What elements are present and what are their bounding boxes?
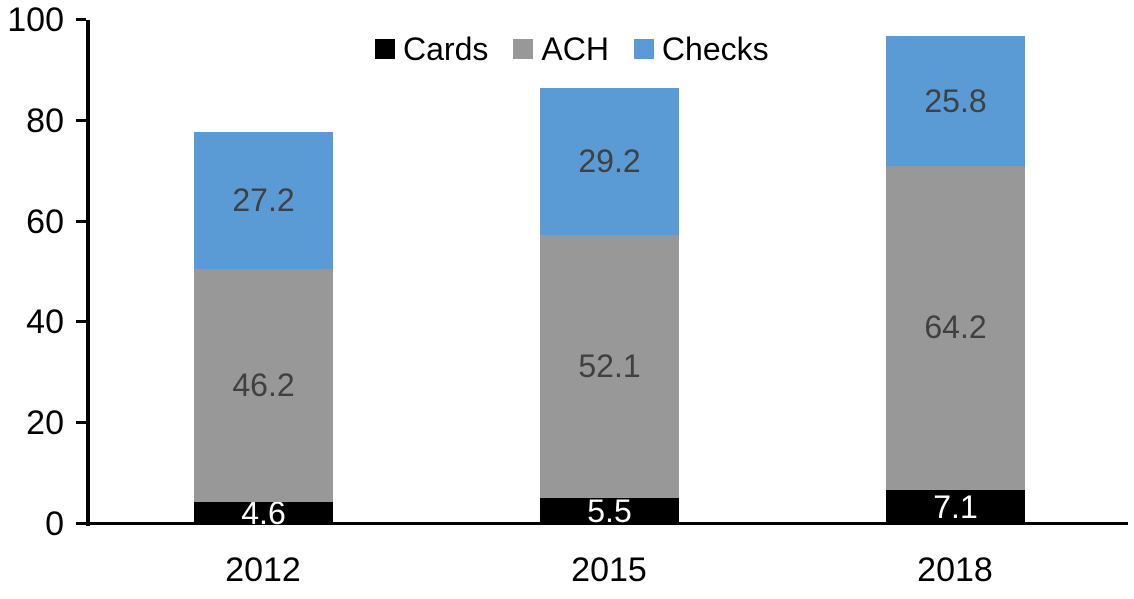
y-axis-tick	[76, 18, 86, 21]
y-axis-tick-label: 40	[26, 303, 64, 341]
bar-segment-checks-2015	[540, 88, 679, 235]
bar-segment-ach-2015	[540, 235, 679, 498]
y-axis-tick-label: 20	[26, 404, 64, 442]
bar-segment-cards-2012	[194, 502, 333, 525]
y-axis-tick	[76, 320, 86, 323]
bar-value-label: 7.1	[933, 489, 978, 525]
bar-segment-checks-2012	[194, 132, 333, 269]
y-axis-tick-label: 0	[45, 505, 64, 543]
y-axis-tick	[76, 119, 86, 122]
y-axis-tick	[76, 220, 86, 223]
bar-value-label: 5.5	[587, 493, 632, 529]
y-axis-tick	[76, 522, 86, 525]
checks-swatch-icon	[633, 39, 654, 59]
legend-label-ach: ACH	[541, 31, 609, 67]
bar-value-label: 52.1	[578, 348, 641, 384]
ach-swatch-icon	[513, 39, 534, 59]
x-axis-label-2015: 2015	[571, 551, 647, 589]
legend-item-cards[interactable]: Cards	[375, 33, 488, 65]
y-axis-tick-label: 60	[26, 203, 64, 241]
bar-segment-cards-2015	[540, 497, 679, 525]
y-axis-tick-label: 80	[26, 102, 64, 140]
legend-item-checks[interactable]: Checks	[633, 31, 769, 67]
x-axis-label-2018: 2018	[917, 551, 993, 589]
bar-segment-ach-2018	[886, 166, 1025, 490]
bar-value-label: 4.6	[241, 495, 286, 531]
y-axis-tick	[76, 421, 86, 424]
bar-segment-cards-2018	[886, 489, 1025, 525]
bar-value-label: 29.2	[578, 143, 641, 179]
bar-value-label: 64.2	[924, 309, 987, 345]
x-axis-label-2012: 2012	[225, 551, 301, 589]
bar-segment-checks-2018	[886, 36, 1025, 166]
chart-legend: Cards ACH Checks	[375, 33, 769, 65]
y-axis-tick-label: 100	[7, 1, 64, 39]
bar-segment-ach-2012	[194, 269, 333, 502]
bar-value-label: 46.2	[232, 367, 295, 403]
legend-item-ach[interactable]: ACH	[513, 33, 609, 65]
cards-swatch-icon	[375, 39, 395, 59]
bar-value-label: 25.8	[924, 83, 987, 119]
y-axis	[86, 20, 90, 526]
legend-label-cards: Cards	[403, 31, 489, 67]
bar-value-label: 27.2	[232, 182, 295, 218]
legend-label-checks: Checks	[661, 31, 769, 67]
